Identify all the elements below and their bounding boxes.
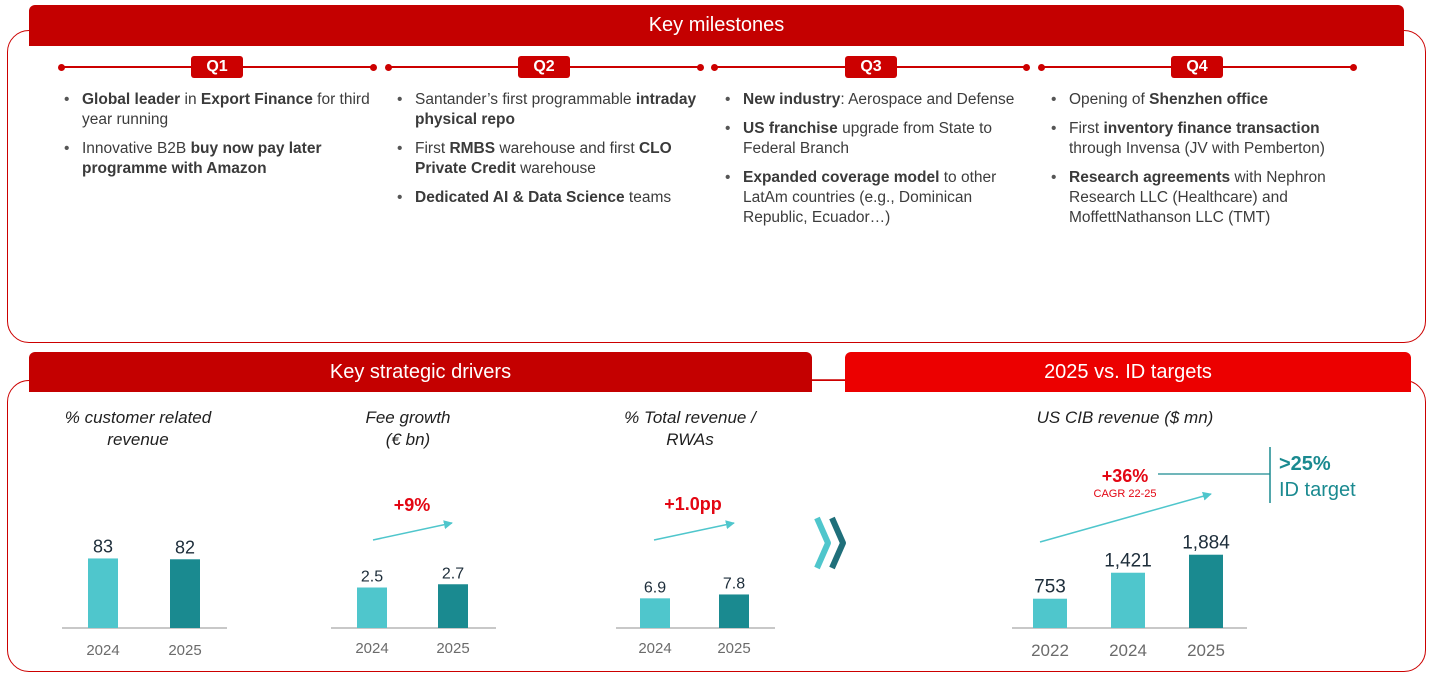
timeline-dot (711, 63, 718, 71)
timeline-dot (1038, 63, 1045, 71)
quarter-badge-q4: Q4 (1171, 56, 1223, 78)
chart-title-us-cib-revenue: US CIB revenue ($ mn) (1000, 407, 1250, 429)
chart-title-line: revenue (107, 430, 169, 449)
milestone-list-q3: New industry: Aerospace and Defense US fr… (721, 90, 1021, 237)
timeline-dot (1023, 63, 1030, 71)
timeline-dot (385, 63, 392, 71)
milestone-item: First inventory finance transaction thro… (1047, 119, 1352, 159)
quarter-badge-q1: Q1 (191, 56, 243, 78)
chart-title-customer-revenue: % customer related revenue (40, 407, 236, 451)
milestone-item: US franchise upgrade from State to Feder… (721, 119, 1021, 159)
quarter-badge-q3: Q3 (845, 56, 897, 78)
quarter-label: Q1 (206, 58, 228, 75)
milestones-header: Key milestones (29, 5, 1404, 46)
targets-title: 2025 vs. ID targets (1044, 360, 1212, 383)
milestone-list-q2: Santander’s first programmable intraday … (393, 90, 698, 217)
milestone-item: Santander’s first programmable intraday … (393, 90, 698, 130)
chart-title-line: US CIB revenue ($ mn) (1036, 408, 1214, 427)
milestone-item: Innovative B2B buy now pay later program… (60, 139, 378, 179)
quarter-label: Q3 (860, 58, 882, 75)
chart-title-revenue-rwas: % Total revenue / RWAs (592, 407, 788, 451)
chart-title-fee-growth: Fee growth (€ bn) (310, 407, 506, 451)
chart-title-line: (€ bn) (385, 430, 431, 449)
timeline-dot (697, 63, 704, 71)
milestone-item: Expanded coverage model to other LatAm c… (721, 168, 1021, 228)
timeline-dot (1350, 63, 1357, 71)
timeline-dot (58, 63, 65, 71)
milestone-item: Dedicated AI & Data Science teams (393, 188, 698, 208)
chart-title-line: % customer related (64, 408, 212, 427)
chart-title-line: % Total revenue / (624, 408, 756, 427)
timeline-dot (370, 63, 377, 71)
milestones-title: Key milestones (648, 14, 785, 36)
milestone-item: Global leader in Export Finance for thir… (60, 90, 378, 130)
milestone-item: New industry: Aerospace and Defense (721, 90, 1021, 110)
milestone-list-q4: Opening of Shenzhen office First inventor… (1047, 90, 1352, 237)
drivers-header: Key strategic drivers (29, 352, 812, 392)
quarter-label: Q2 (533, 58, 555, 75)
quarter-label: Q4 (1186, 58, 1208, 75)
chart-title-line: RWAs (666, 430, 714, 449)
milestone-item: First RMBS warehouse and first CLO Priva… (393, 139, 698, 179)
milestone-item: Research agreements with Nephron Researc… (1047, 168, 1352, 228)
quarter-badge-q2: Q2 (518, 56, 570, 78)
drivers-title: Key strategic drivers (329, 360, 512, 383)
chart-title-line: Fee growth (365, 408, 451, 427)
targets-header: 2025 vs. ID targets (845, 352, 1411, 392)
milestone-list-q1: Global leader in Export Finance for thir… (60, 90, 378, 188)
milestone-item: Opening of Shenzhen office (1047, 90, 1352, 110)
